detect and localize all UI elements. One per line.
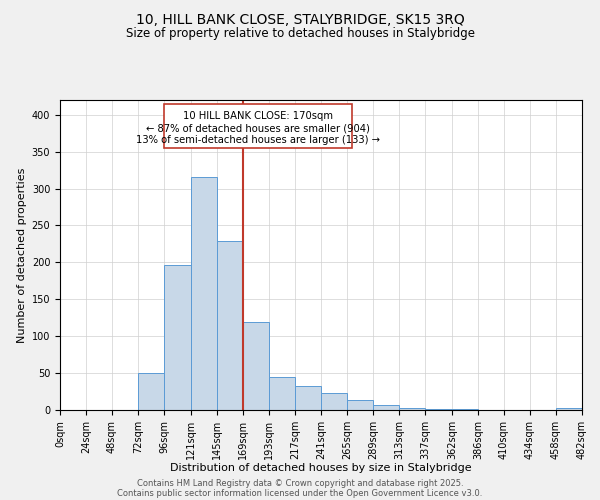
X-axis label: Distribution of detached houses by size in Stalybridge: Distribution of detached houses by size … [170, 464, 472, 473]
Bar [269, 377, 295, 410]
Y-axis label: Number of detached properties: Number of detached properties [17, 168, 28, 342]
Bar [164, 264, 191, 410]
Bar [425, 408, 452, 410]
Bar [321, 393, 347, 410]
Text: 10 HILL BANK CLOSE: 170sqm: 10 HILL BANK CLOSE: 170sqm [183, 111, 333, 121]
Text: Size of property relative to detached houses in Stalybridge: Size of property relative to detached ho… [125, 28, 475, 40]
Text: Contains HM Land Registry data © Crown copyright and database right 2025.: Contains HM Land Registry data © Crown c… [137, 478, 463, 488]
Bar [295, 386, 321, 410]
Bar [373, 405, 399, 410]
Text: Contains public sector information licensed under the Open Government Licence v3: Contains public sector information licen… [118, 488, 482, 498]
Text: 10, HILL BANK CLOSE, STALYBRIDGE, SK15 3RQ: 10, HILL BANK CLOSE, STALYBRIDGE, SK15 3… [136, 12, 464, 26]
Bar [347, 400, 373, 410]
Bar [243, 322, 269, 410]
Bar [217, 241, 243, 410]
Bar [191, 177, 217, 410]
Bar [399, 408, 425, 410]
Text: 13% of semi-detached houses are larger (133) →: 13% of semi-detached houses are larger (… [136, 135, 380, 145]
Bar [138, 373, 164, 410]
Bar [556, 408, 582, 410]
Text: ← 87% of detached houses are smaller (904): ← 87% of detached houses are smaller (90… [146, 123, 370, 133]
